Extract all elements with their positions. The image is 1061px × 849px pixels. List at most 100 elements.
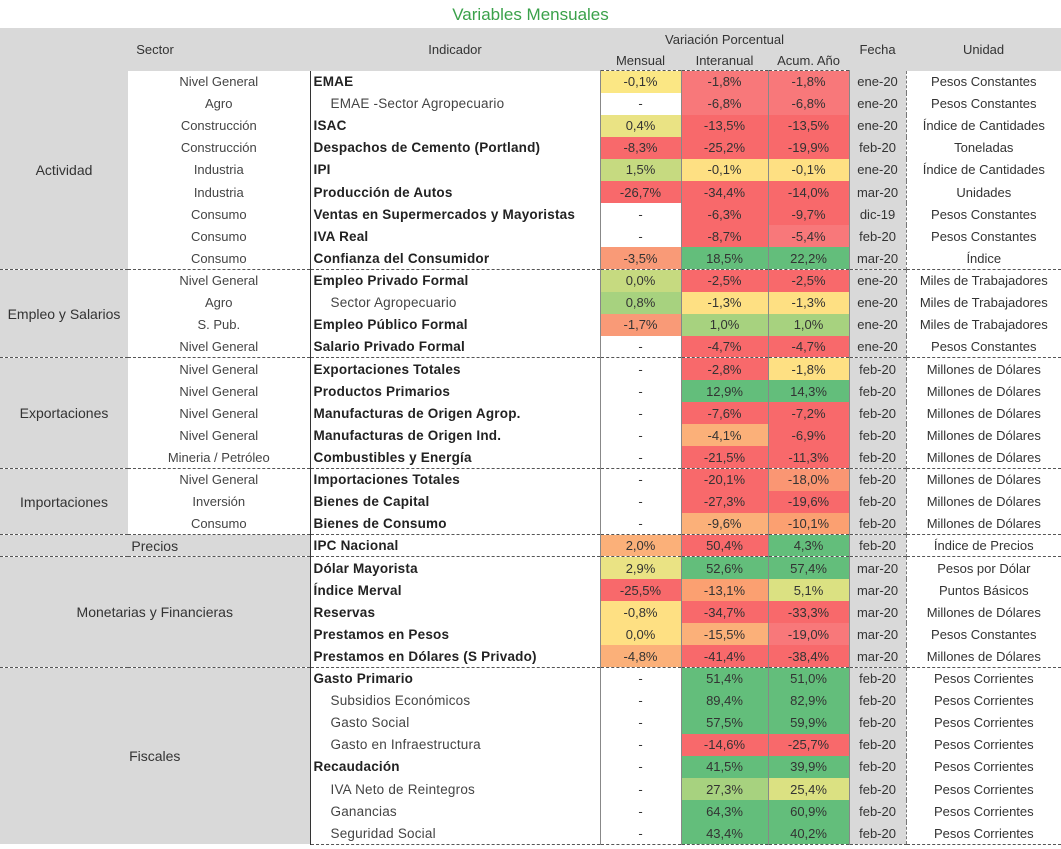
indicator-name: Manufacturas de Origen Agrop. xyxy=(309,402,601,425)
indicator-name: Exportaciones Totales xyxy=(309,357,601,381)
table-row: Industria IPI 1,5% -0,1% -0,1% ene-20 Índice d… xyxy=(0,158,1061,182)
table-row: Subsidios Económicos -89,4% 82,9% feb-20 Pes… xyxy=(0,689,1061,712)
table-row: Nivel General Manufacturas de Origen Agro… xyxy=(0,402,1061,425)
sub-sector: Nivel General xyxy=(128,380,311,403)
fecha-value: feb-20 xyxy=(848,822,907,845)
interanual-value: -14,6% xyxy=(680,733,769,756)
header-sector: Sector xyxy=(0,28,311,71)
unidad-value: Pesos Corrientes xyxy=(905,800,1061,823)
indicator-name: Sector Agropecuario xyxy=(309,291,601,314)
indicator-name: Prestamos en Dólares (S Privado) xyxy=(309,645,601,668)
fecha-value: feb-20 xyxy=(848,225,907,248)
fecha-value: feb-20 xyxy=(848,733,907,756)
header-variacion: Variación Porcentual xyxy=(600,28,850,50)
fecha-value: feb-20 xyxy=(848,711,907,734)
unidad-value: Millones de Dólares xyxy=(905,512,1061,535)
indicator-name: Importaciones Totales xyxy=(309,467,601,491)
unidad-value: Pesos Constantes xyxy=(905,225,1061,248)
acum-value: -0,1% xyxy=(767,158,850,182)
sub-sector: Agro xyxy=(128,92,311,115)
interanual-value: -6,3% xyxy=(680,203,769,226)
indicator-name: Confianza del Consumidor xyxy=(309,247,601,270)
interanual-value: -7,6% xyxy=(680,402,769,425)
fecha-value: ene-20 xyxy=(848,291,907,314)
table-row: Actividad Nivel General EMAE -0,1% -1,8% -1,8… xyxy=(0,70,1061,270)
fecha-value: feb-20 xyxy=(848,357,907,381)
unidad-value: Millones de Dólares xyxy=(905,380,1061,403)
interanual-value: 27,3% xyxy=(680,778,769,801)
fecha-value: feb-20 xyxy=(848,136,907,159)
interanual-value: -1,3% xyxy=(680,291,769,314)
table-row: Agro Sector Agropecuario 0,8% -1,3% -1,3% ene… xyxy=(0,291,1061,314)
sub-sector: Industria xyxy=(128,181,311,204)
indicator-name: Salario Privado Formal xyxy=(309,335,601,358)
acum-value: -11,3% xyxy=(767,446,850,469)
sub-sector: Nivel General xyxy=(128,402,311,425)
unidad-value: Pesos Corrientes xyxy=(905,733,1061,756)
acum-value: -7,2% xyxy=(767,402,850,425)
table-row: Construcción ISAC 0,4% -13,5% -13,5% ene-20 Ín… xyxy=(0,114,1061,137)
mensual-value: -0,8% xyxy=(599,601,682,624)
acum-value: 22,2% xyxy=(767,247,850,270)
unidad-value: Pesos Corrientes xyxy=(905,666,1061,690)
fecha-value: feb-20 xyxy=(848,800,907,823)
mensual-value: 2,0% xyxy=(599,534,682,557)
sector-name: Exportaciones xyxy=(0,357,128,469)
interanual-value: -27,3% xyxy=(680,490,769,513)
fecha-value: feb-20 xyxy=(848,689,907,712)
indicator-name: Prestamos en Pesos xyxy=(309,623,601,646)
interanual-value: -6,8% xyxy=(680,92,769,115)
sector-name: Fiscales xyxy=(0,666,311,845)
unidad-value: Pesos Constantes xyxy=(905,70,1061,93)
fecha-value: ene-20 xyxy=(848,92,907,115)
mensual-value: -25,5% xyxy=(599,579,682,602)
interanual-value: -13,1% xyxy=(680,579,769,602)
acum-value: 59,9% xyxy=(767,711,850,734)
table-row: Consumo IVA Real - -8,7% -5,4% feb-20 Pesos Co… xyxy=(0,225,1061,248)
acum-value: -14,0% xyxy=(767,181,850,204)
unidad-value: Pesos Corrientes xyxy=(905,822,1061,845)
acum-value: -6,9% xyxy=(767,424,850,447)
interanual-value: 57,5% xyxy=(680,711,769,734)
indicator-name: Gasto Social xyxy=(309,711,601,734)
interanual-value: -13,5% xyxy=(680,114,769,137)
interanual-value: -25,2% xyxy=(680,136,769,159)
table-row: Nivel General Salario Privado Formal - -4,7… xyxy=(0,335,1061,358)
table-row: Construcción Despachos de Cemento (Portla… xyxy=(0,136,1061,159)
interanual-value: -34,7% xyxy=(680,601,769,624)
unidad-value: Pesos Constantes xyxy=(905,203,1061,226)
indicator-name: IVA Neto de Reintegros xyxy=(309,778,601,801)
indicator-name: Manufacturas de Origen Ind. xyxy=(309,424,601,447)
table-row: Consumo Ventas en Supermercados y Mayoris… xyxy=(0,203,1061,226)
fecha-value: feb-20 xyxy=(848,446,907,469)
unidad-value: Pesos Constantes xyxy=(905,335,1061,358)
indicator-name: Índice Merval xyxy=(309,579,601,602)
fecha-value: feb-20 xyxy=(848,490,907,513)
sector-name: Actividad xyxy=(0,70,128,270)
acum-value: 1,0% xyxy=(767,313,850,336)
unidad-value: Millones de Dólares xyxy=(905,446,1061,469)
header-acum: Acum. Año xyxy=(768,50,850,71)
interanual-value: 1,0% xyxy=(680,313,769,336)
unidad-value: Índice de Cantidades xyxy=(905,158,1061,182)
interanual-value: -4,1% xyxy=(680,424,769,447)
sub-sector: Industria xyxy=(128,158,311,182)
acum-value: -38,4% xyxy=(767,645,850,668)
variables-table: Sector Indicador Variación Porcentual Fe… xyxy=(0,28,1061,845)
interanual-value: 89,4% xyxy=(680,689,769,712)
mensual-value: -0,1% xyxy=(599,70,682,93)
interanual-value: -41,4% xyxy=(680,645,769,668)
acum-value: -13,5% xyxy=(767,114,850,137)
fecha-value: feb-20 xyxy=(848,424,907,447)
indicator-name: EMAE xyxy=(309,70,601,93)
table-row: Fiscales Gasto Primario -51,4% 51,0% feb-20 P… xyxy=(0,666,1061,845)
sub-sector: Consumo xyxy=(128,247,311,270)
interanual-value: 50,4% xyxy=(680,534,769,557)
table-row: Inversión Bienes de Capital - -27,3% -19,6% f… xyxy=(0,490,1061,513)
mensual-value: - xyxy=(599,778,682,801)
mensual-value: - xyxy=(599,467,682,491)
indicator-name: Subsidios Económicos xyxy=(309,689,601,712)
unidad-value: Millones de Dólares xyxy=(905,490,1061,513)
acum-value: -5,4% xyxy=(767,225,850,248)
fecha-value: feb-20 xyxy=(848,778,907,801)
